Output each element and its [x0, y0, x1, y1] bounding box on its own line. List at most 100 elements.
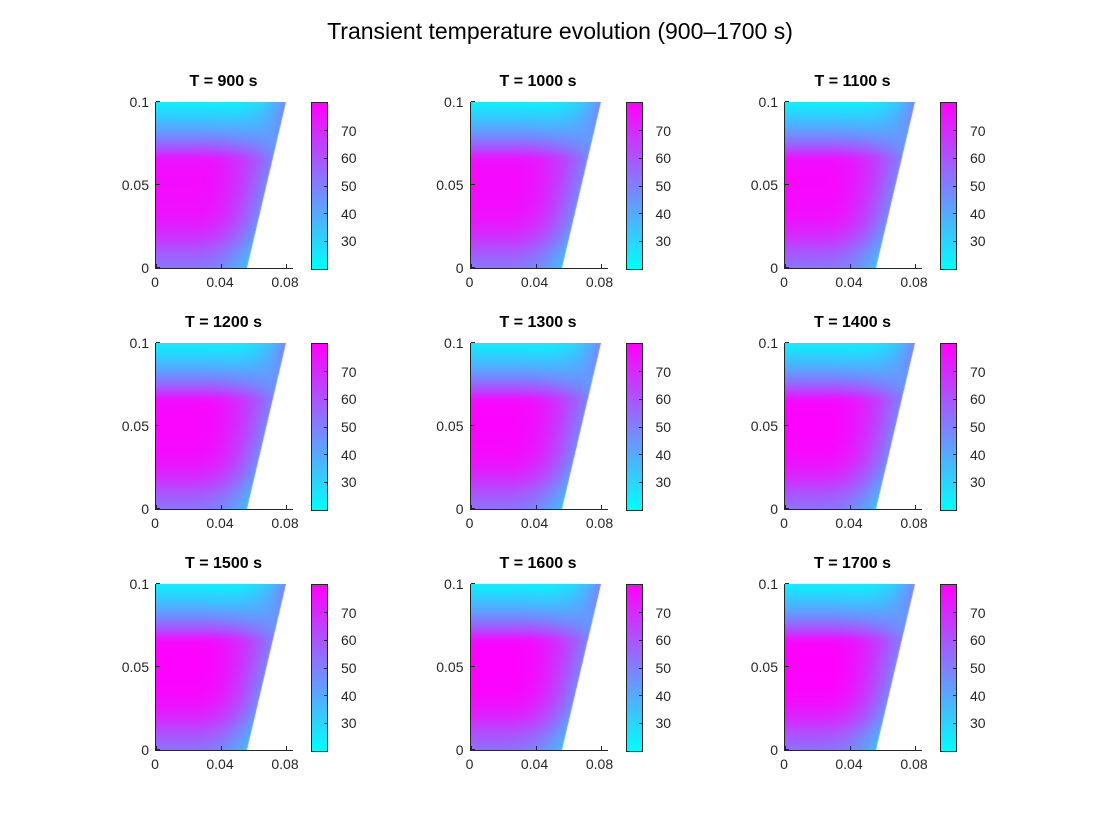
x-axis-tick-label: 0.08 [585, 756, 614, 772]
colorbar-tick [953, 639, 956, 641]
x-axis-tick-label: 0.04 [835, 756, 863, 772]
colorbar-tick [953, 157, 956, 159]
y-axis-tick [156, 583, 160, 584]
colorbar-tick-label: 60 [341, 391, 357, 408]
colorbar-tick-label: 60 [970, 150, 986, 167]
x-axis-tick [785, 746, 786, 750]
x-axis-tick [221, 505, 222, 509]
colorbar-tick-label: 50 [655, 419, 672, 435]
y-axis-tick-label: 0.05 [436, 418, 464, 434]
y-axis-tick [785, 749, 789, 750]
colorbar-tick-label: 60 [341, 632, 357, 649]
y-axis-tick-label: 0.1 [758, 94, 778, 110]
subplot: T = 1000 s 0 0.04 0.08 0 0.05 0.1 70 60 50 40 30 [436, 73, 671, 290]
colorbar-tick-label: 40 [655, 446, 672, 463]
y-axis-tick [470, 184, 475, 185]
x-axis-tick-label: 0.08 [900, 756, 928, 772]
x-axis-tick [600, 746, 602, 750]
x-axis-tick-label: 0.04 [206, 274, 234, 290]
y-axis-tick [785, 508, 789, 509]
colorbar-tick [324, 157, 327, 159]
subplot: T = 1400 s 0 0.04 0.08 0 0.05 0.1 70 60 50 40 30 [751, 314, 986, 531]
colorbar-tick [953, 240, 956, 242]
colorbar-tick-label: 60 [655, 150, 672, 167]
x-axis-tick-label: 0.04 [520, 274, 549, 290]
colorbar-tick-label: 70 [341, 604, 357, 621]
colorbar-tick-label: 70 [655, 604, 672, 621]
y-axis-tick [785, 101, 789, 102]
colorbar-tick-label: 70 [341, 363, 357, 380]
colorbar-tick-label: 30 [970, 233, 986, 250]
colorbar-tick-label: 50 [655, 660, 672, 676]
colorbar-tick-label: 60 [341, 150, 357, 167]
subplot-title: T = 1200 s [185, 314, 262, 331]
colorbar-tick [324, 667, 327, 669]
colorbar-tick-label: 30 [655, 715, 672, 732]
x-axis-tick-label: 0.08 [900, 274, 928, 290]
x-axis-tick-label: 0 [151, 274, 159, 290]
y-axis-tick [156, 342, 160, 343]
colorbar-tick [324, 481, 327, 483]
colorbar-tick [953, 612, 956, 614]
y-axis-tick [470, 425, 475, 426]
plot-area [469, 342, 608, 510]
y-axis-tick-label: 0.05 [750, 659, 778, 675]
y-axis-tick [156, 101, 160, 102]
subplot: T = 1500 s 0 0.04 0.08 0 0.05 0.1 70 60 50 40 30 [122, 555, 357, 772]
figure-title: Transient temperature evolution (900–170… [327, 18, 793, 44]
colorbar: 70 60 50 40 30 [311, 584, 357, 752]
colorbar-tick [324, 639, 327, 641]
y-axis-tick-label: 0.1 [129, 576, 149, 592]
colorbar-tick [324, 612, 327, 614]
colorbar: 70 60 50 40 30 [940, 584, 986, 752]
x-axis-tick [915, 264, 916, 268]
plot-area [155, 101, 293, 269]
x-axis-tick-label: 0 [780, 515, 788, 531]
y-axis-tick [470, 101, 475, 102]
x-axis-tick [221, 746, 222, 750]
y-axis-tick [156, 508, 160, 509]
x-axis-tick [535, 746, 537, 750]
subplot-title: T = 1400 s [814, 314, 891, 331]
heatmap-canvas [785, 102, 922, 268]
x-axis-tick-label: 0.04 [520, 515, 549, 531]
colorbar-tick-label: 40 [341, 687, 357, 704]
x-axis-tick-label: 0 [465, 515, 474, 531]
colorbar-tick-label: 40 [341, 446, 357, 463]
colorbar-tick [953, 371, 956, 373]
x-axis-tick [535, 264, 537, 268]
x-axis-tick [785, 505, 786, 509]
colorbar-tick-label: 50 [341, 419, 357, 435]
y-axis-tick [785, 666, 789, 667]
colorbar: 70 60 50 40 30 [311, 102, 357, 270]
heatmap-canvas [470, 584, 608, 750]
colorbar-tick-label: 50 [970, 178, 986, 194]
y-axis-tick [156, 666, 160, 667]
x-axis-tick [600, 264, 602, 268]
y-axis-tick-label: 0.1 [444, 94, 464, 110]
x-axis-tick-label: 0.08 [271, 756, 299, 772]
x-axis-tick-label: 0 [151, 515, 159, 531]
colorbar-tick [638, 213, 642, 215]
subplot-title: T = 1600 s [499, 555, 577, 572]
plot-area [784, 101, 922, 269]
y-axis-tick [156, 425, 160, 426]
colorbar-tick [324, 695, 327, 697]
subplot: T = 1200 s 0 0.04 0.08 0 0.05 0.1 70 60 50 40 30 [122, 314, 357, 531]
colorbar-tick [324, 213, 327, 215]
x-axis-tick [850, 505, 851, 509]
x-axis-tick [850, 264, 851, 268]
x-axis-tick-label: 0.04 [835, 515, 863, 531]
y-axis-tick [785, 425, 789, 426]
x-axis-tick-label: 0.08 [585, 274, 614, 290]
colorbar-tick [324, 371, 327, 373]
colorbar-tick-label: 50 [655, 178, 672, 194]
plot-area [784, 342, 922, 510]
x-axis-tick-label: 0.04 [206, 756, 234, 772]
y-axis-tick-label: 0 [770, 501, 778, 517]
colorbar-tick [324, 185, 327, 187]
plot-area [469, 101, 608, 269]
x-axis-tick-label: 0.08 [271, 274, 299, 290]
colorbar: 70 60 50 40 30 [625, 343, 671, 511]
y-axis-tick [785, 267, 789, 268]
